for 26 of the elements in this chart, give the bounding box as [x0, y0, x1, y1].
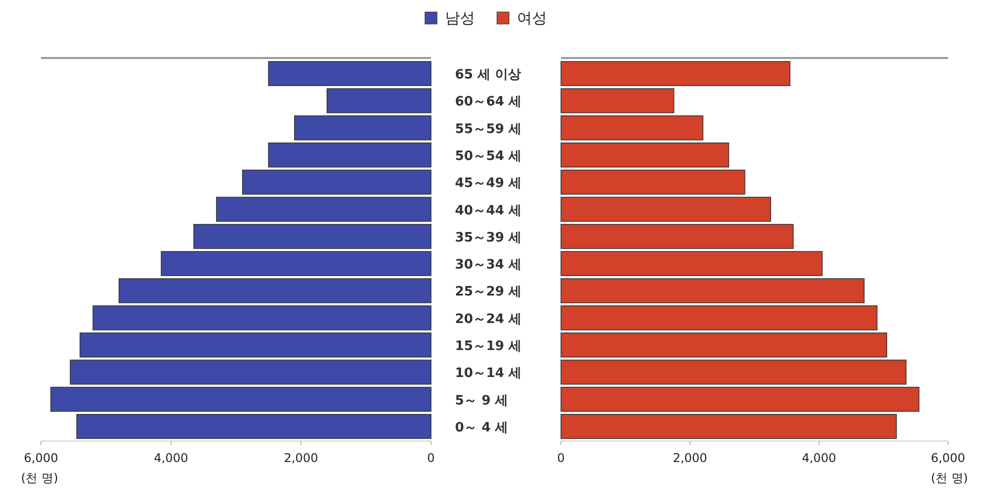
legend-label: 남성	[445, 9, 475, 27]
x-tick-label: 4,000	[802, 451, 836, 465]
x-tick-label: 6,000	[24, 451, 58, 465]
x-axis-title: (천 명)	[930, 471, 968, 485]
x-tick-label: 6,000	[930, 451, 966, 465]
y-tick-label: 35～39 세	[455, 230, 522, 246]
y-tick-label: 50～54 세	[455, 149, 522, 164]
y-tick-label: 30～34 세	[455, 258, 522, 273]
x-axis-title: (천 명)	[21, 471, 58, 485]
x-tick-label: 0	[557, 451, 565, 465]
x-tick-label: 2,000	[672, 451, 708, 465]
y-tick-label: 40～44 세	[455, 203, 522, 218]
y-tick-label: 5～ 9 세	[455, 393, 508, 408]
y-tick-label: 25～29 세	[455, 284, 522, 300]
y-tick-label: 15～19 세	[455, 339, 522, 354]
y-tick-label: 60～64 세	[455, 94, 522, 110]
y-tick-label: 45～49 세	[455, 176, 522, 192]
y-tick-label: 0～ 4 세	[455, 420, 508, 436]
y-tick-label: 55～59 세	[455, 122, 522, 137]
y-tick-label: 65 세 이상	[455, 68, 522, 83]
legend: 남성 여성	[424, 9, 547, 27]
y-tick-label: 20～24 세	[455, 312, 522, 327]
x-tick-label: 4,000	[154, 451, 188, 465]
x-tick-label: 2,000	[284, 451, 318, 465]
y-tick-label: 10～14 세	[455, 366, 522, 382]
x-tick-label: 0	[427, 451, 435, 465]
